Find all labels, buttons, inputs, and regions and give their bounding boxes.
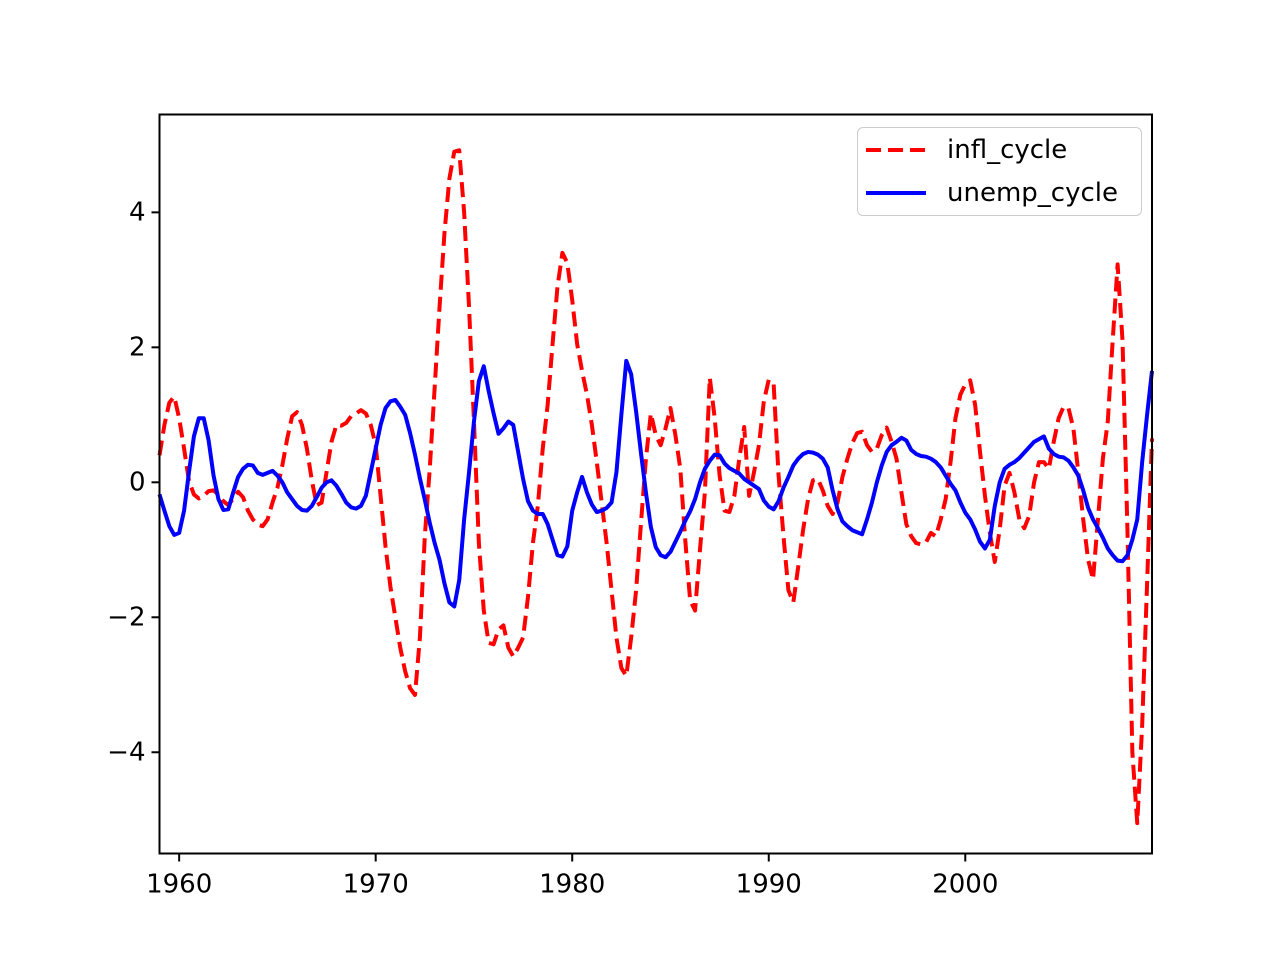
legend: infl_cycle unemp_cycle <box>857 127 1142 216</box>
y-tick-label: −4 <box>107 737 145 767</box>
x-tick-label: 1960 <box>146 870 212 900</box>
solid-line-sample-icon <box>866 191 926 196</box>
x-tick-label: 2000 <box>932 870 998 900</box>
unemp_cycle-line <box>157 358 1154 609</box>
y-tick-label: −2 <box>107 602 145 632</box>
legend-item-infl-cycle: infl_cycle <box>858 128 1141 172</box>
dashed-line-sample-icon <box>866 147 926 152</box>
legend-item-unemp-cycle: unemp_cycle <box>858 172 1141 216</box>
infl_cycle-line <box>157 148 1154 826</box>
x-tick-label: 1970 <box>343 870 409 900</box>
x-tick-label: 1990 <box>736 870 802 900</box>
y-tick-label: 0 <box>129 467 146 497</box>
y-tick-label: 2 <box>129 332 146 362</box>
x-tick-label: 1980 <box>539 870 605 900</box>
y-tick-label: 4 <box>129 197 146 227</box>
legend-label-infl-cycle: infl_cycle <box>947 134 1068 165</box>
legend-label-unemp-cycle: unemp_cycle <box>947 178 1118 209</box>
axes-frame <box>158 113 1153 855</box>
